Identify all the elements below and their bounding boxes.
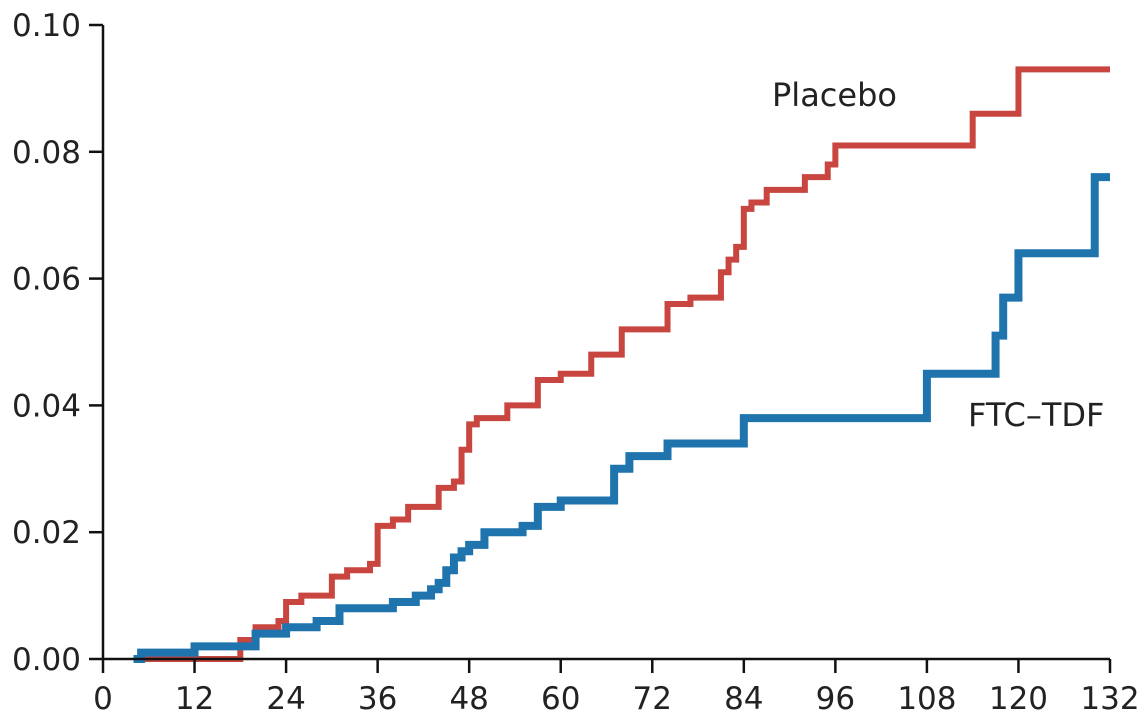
y-tick-label: 0.06 (12, 262, 81, 298)
series-line-ftc-tdf (133, 173, 1110, 663)
x-tick-label: 96 (816, 681, 855, 717)
x-tick-label: 132 (1080, 681, 1139, 717)
y-tick-label: 0.00 (12, 642, 81, 678)
y-tick-label: 0.04 (12, 388, 81, 424)
x-tick-label: 24 (266, 681, 305, 717)
series-label-placebo: Placebo (772, 76, 897, 114)
x-tick-label: 36 (358, 681, 397, 717)
y-tick-label: 0.02 (12, 515, 81, 551)
x-tick-label: 48 (449, 681, 488, 717)
series-label-ftc-tdf: FTC–TDF (968, 396, 1104, 434)
x-tick-label: 84 (724, 681, 763, 717)
y-axis-ticks: 0.00 0.02 0.04 0.06 0.08 0.10 (12, 8, 103, 678)
x-tick-label: 120 (989, 681, 1048, 717)
x-tick-label: 0 (93, 681, 113, 717)
x-axis-ticks: 0 12 24 36 48 60 72 84 96 108 120 132 (93, 659, 1140, 717)
y-tick-label: 0.08 (12, 135, 81, 171)
series-line-placebo (141, 66, 1110, 662)
x-tick-label: 12 (175, 681, 214, 717)
x-tick-label: 60 (541, 681, 580, 717)
y-tick-label: 0.10 (12, 8, 81, 44)
x-tick-label: 108 (897, 681, 956, 717)
series-lines (133, 66, 1110, 663)
x-tick-label: 72 (633, 681, 672, 717)
